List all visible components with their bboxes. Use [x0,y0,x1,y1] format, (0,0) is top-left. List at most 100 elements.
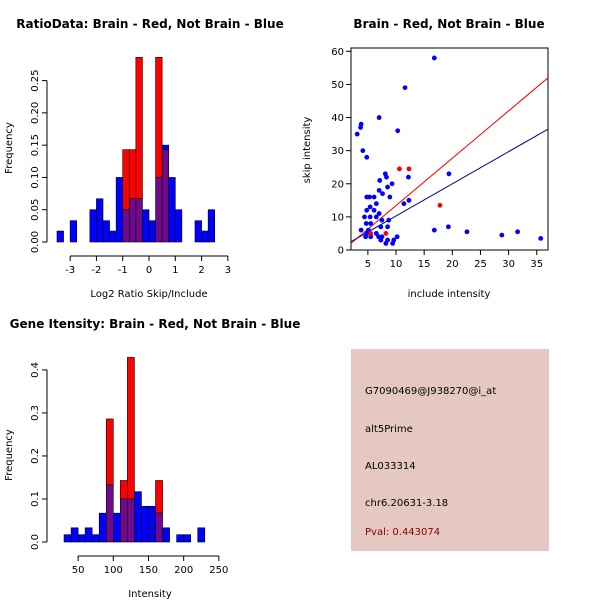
intensity-bar-not-brain [77,534,86,543]
not-brain-point [499,232,505,238]
not-brain-point [360,148,366,154]
probe-info-panel: G7090469@J938270@i_at alt5Prime AL033314… [351,349,549,551]
not-brain-point [515,229,521,235]
intensity-bar-brain [155,480,163,514]
intensity-bar-overlap [120,498,128,543]
intensity-bar-not-brain [162,527,170,543]
intensity-bar-brain [120,480,128,500]
not-brain-point [354,131,360,137]
scatter-x-tick-label: 30 [502,259,515,270]
ratio-bar-not-brain [109,230,117,243]
intensity-bar-not-brain [84,527,93,543]
ratio-bar-brain [122,149,130,211]
not-brain-point [406,197,412,203]
ratio-histogram-title: RatioData: Brain - Red, Not Brain - Blue [16,17,283,31]
intensity-scatter: Brain - Red, Not Brain - Blue include in… [302,17,549,300]
intensity-histogram-xlabel: Intensity [128,589,172,600]
intensity-bar-not-brain [183,534,192,543]
ratio-bar-brain [128,149,137,200]
not-brain-point [376,115,382,120]
intensity-bar-not-brain [197,527,206,543]
not-brain-point [390,240,396,246]
not-brain-point [367,204,373,210]
not-brain-point [371,207,377,213]
not-brain-point [373,201,379,207]
scatter-y-tick-label: 60 [331,47,344,58]
not-brain-point [406,174,411,180]
ratio-bar-not-brain [102,220,110,243]
not-brain-point [367,214,373,220]
not-brain-point [386,217,392,223]
scatter-y-tick-label: 20 [331,179,344,190]
not-brain-point [394,234,400,240]
not-brain-point [431,227,437,233]
not-brain-point [377,178,383,183]
not-brain-point [368,221,374,226]
scatter-x-tick-label: 15 [418,259,431,270]
intensity-x-tick-label: 100 [104,565,123,576]
scatter-y-tick-label: 0 [338,246,344,257]
ratio-y-tick-label: 0.20 [30,102,41,124]
ratio-y-tick-label: 0.05 [30,199,41,221]
ratio-bar-brain [155,57,163,178]
ratio-y-tick-label: 0.00 [30,231,41,253]
brain-point [397,166,402,172]
ratio-bar-overlap [122,209,130,243]
scatter-x-tick-label: 35 [530,259,543,270]
ratio-bar-not-brain [201,230,209,243]
not-brain-point [358,227,364,233]
ratio-bar-not-brain [174,209,183,243]
ratio-bar-not-brain [89,209,97,243]
not-brain-point [378,237,384,243]
scatter-title: Brain - Red, Not Brain - Blue [353,17,544,31]
not-brain-point [363,234,369,240]
intensity-y-tick-label: 0.4 [30,362,41,378]
ratio-histogram: RatioData: Brain - Red, Not Brain - Blue… [4,17,284,300]
scatter-y-tick-label: 50 [331,80,344,91]
ratio-x-tick-label: 3 [225,265,231,276]
intensity-histogram: Gene Itensity: Brain - Red, Not Brain - … [4,317,300,600]
not-brain-point [385,224,390,230]
not-brain-point [446,171,452,177]
genomic-location: chr6.20631-3.18 [365,498,449,509]
intensity-x-tick-label: 50 [72,565,85,576]
brain-point [368,231,374,236]
scatter-ylabel: skip intensity [302,117,313,184]
intensity-bar-not-brain [112,512,121,543]
intensity-bar-not-brain [91,534,100,543]
scatter-x-tick-label: 5 [365,259,371,270]
intensity-bar-not-brain [134,491,142,543]
not-brain-point [385,184,390,190]
ratio-x-tick-label: 1 [172,265,178,276]
ratio-bar-not-brain [96,198,104,243]
not-brain-point [401,201,407,207]
not-brain-point [384,174,389,180]
intensity-bar-not-brain [63,534,72,543]
not-brain-point [402,85,408,91]
not-brain-point [380,191,385,197]
scatter-x-tick-label: 25 [474,259,487,270]
not-brain-point [378,224,384,230]
intensity-bar-not-brain [176,534,184,543]
intensity-histogram-ylabel: Frequency [4,429,15,481]
not-brain-point [464,229,470,235]
not-brain-point [538,236,544,241]
not-brain-point [383,240,389,246]
brain-point [437,202,443,208]
ratio-bar-overlap [161,149,170,243]
ratio-bar-overlap [135,198,143,243]
ratio-histogram-ylabel: Frequency [4,122,15,174]
not-brain-point [364,194,370,200]
intensity-y-tick-label: 0.1 [30,491,41,507]
probe-id: G7090469@J938270@i_at [365,386,497,397]
intensity-x-tick-label: 200 [174,565,193,576]
not-brain-fit-line [351,128,548,243]
not-brain-point [376,211,382,216]
ratio-bar-overlap [128,198,137,243]
not-brain-point [389,181,395,187]
scatter-y-tick-label: 40 [331,113,344,124]
not-brain-point [368,234,374,240]
not-brain-point [373,214,379,220]
ratio-x-tick-label: -3 [65,265,75,276]
ratio-bar-brain [135,57,143,200]
